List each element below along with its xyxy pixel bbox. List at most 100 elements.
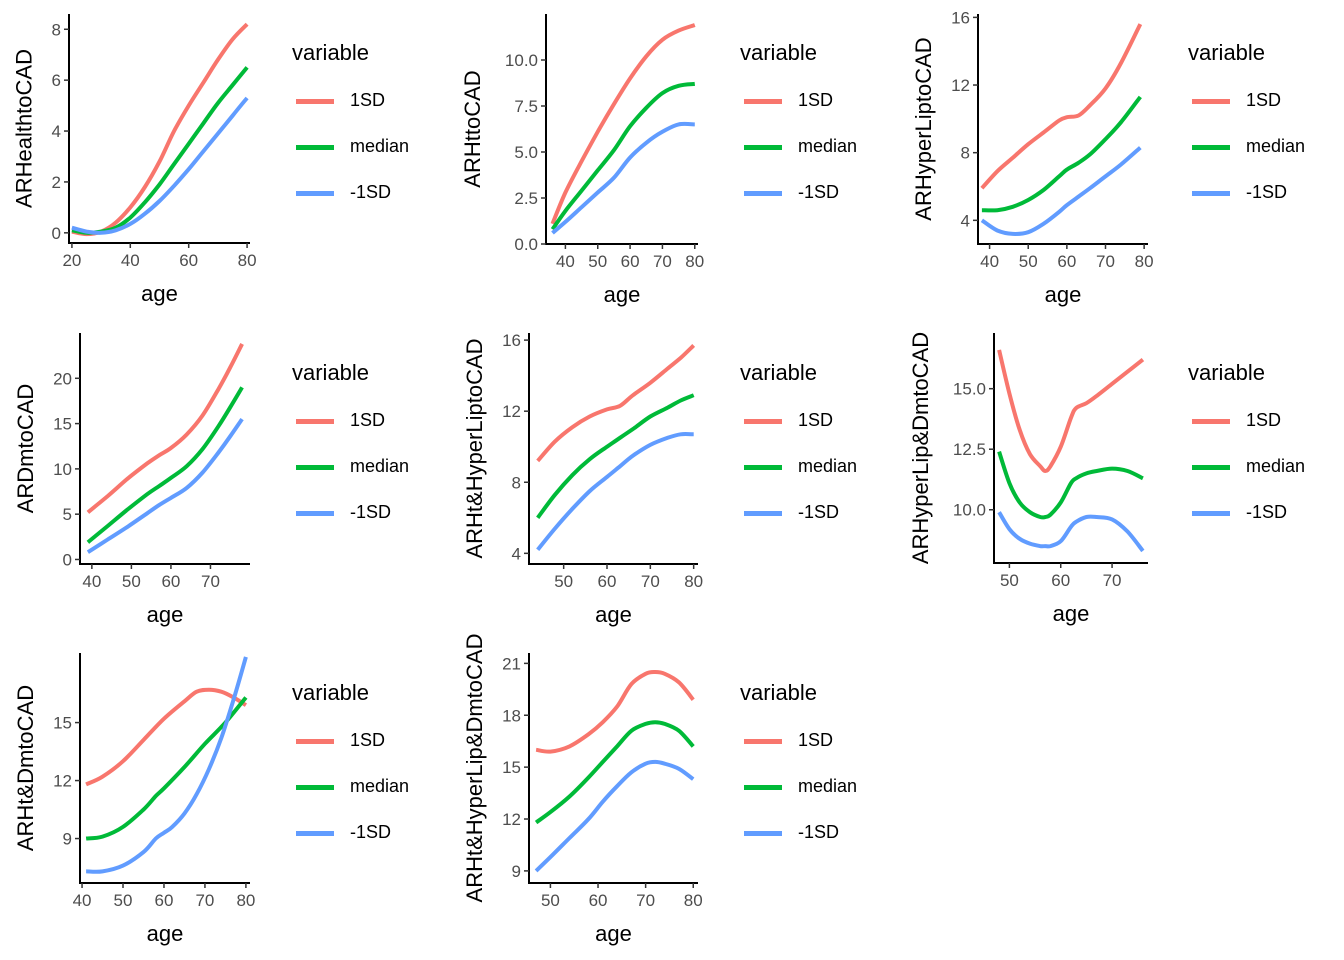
legend-label: -1SD xyxy=(798,182,840,202)
panel-3: 40 50 60 70 80 4 8 12 16 age ARHyperLiptoCAD xyxy=(911,8,1154,307)
x-axis-title: age xyxy=(604,282,641,307)
legend-key-swatch xyxy=(1192,465,1230,470)
y-axis-title: ARHt&DmtoCAD xyxy=(13,685,38,851)
x-tick-label: 40 xyxy=(556,252,575,271)
x-axis-title: age xyxy=(141,281,178,306)
series-line-1sd xyxy=(980,146,1142,236)
y-tick-label: 0 xyxy=(52,224,61,243)
panel-6: 50 60 70 10.0 12.5 15.0 age ARHyperLip&DmtoCAD xyxy=(908,332,1148,626)
series-line-1sd xyxy=(86,342,244,514)
legend-label: median xyxy=(798,776,858,796)
y-tick-label: 16 xyxy=(951,8,970,27)
y-axis-title: ARHyperLiptoCAD xyxy=(911,37,936,220)
y-tick-label: 12 xyxy=(951,76,970,95)
y-tick-label: 20 xyxy=(53,369,72,388)
legend-item: 1SD xyxy=(292,90,452,114)
legend-key-swatch xyxy=(744,191,782,196)
y-tick-label: 0 xyxy=(63,550,72,569)
legend-label: 1SD xyxy=(798,90,834,110)
legend-key-swatch xyxy=(296,191,334,196)
y-tick-label: 18 xyxy=(502,706,521,725)
y-tick-label: 0.0 xyxy=(514,235,538,254)
legend-item: 1SD xyxy=(1188,410,1344,434)
x-tick-label: 60 xyxy=(161,572,180,591)
legend-item: median xyxy=(292,456,452,480)
y-tick-label: 2.5 xyxy=(514,189,538,208)
series-line-median xyxy=(86,386,244,544)
legend-key-swatch xyxy=(744,99,782,104)
y-tick-label: 15 xyxy=(53,714,72,733)
y-tick-label: 21 xyxy=(502,654,521,673)
x-axis-title: age xyxy=(595,602,632,627)
x-tick-label: 80 xyxy=(238,251,257,270)
legend-key-swatch xyxy=(296,99,334,104)
legend-item: 1SD xyxy=(1188,90,1344,114)
series-line-1sd xyxy=(980,23,1143,190)
legend-label: -1SD xyxy=(350,822,392,842)
legend-key-swatch xyxy=(744,511,782,516)
series-line-median xyxy=(71,66,249,235)
legend-title: variable xyxy=(740,40,818,65)
y-axis-title: ARHyperLip&DmtoCAD xyxy=(908,332,933,564)
x-tick-label: 70 xyxy=(1103,571,1122,590)
y-tick-label: 9 xyxy=(63,830,72,849)
x-tick-label: 60 xyxy=(1051,571,1070,590)
x-tick-label: 40 xyxy=(82,572,101,591)
legend-key-swatch xyxy=(296,831,334,836)
legend-key-swatch xyxy=(1192,145,1230,150)
legend-key-swatch xyxy=(1192,99,1230,104)
y-axis-title: ARHttoCAD xyxy=(460,70,485,187)
series-line-1sd xyxy=(997,349,1145,473)
x-tick-label: 70 xyxy=(636,891,655,910)
y-tick-label: 10.0 xyxy=(505,51,538,70)
x-tick-label: 50 xyxy=(114,891,133,910)
legend-key-swatch xyxy=(744,465,782,470)
x-tick-label: 50 xyxy=(1019,252,1038,271)
y-tick-label: 5 xyxy=(63,505,72,524)
y-tick-label: 12.5 xyxy=(953,440,986,459)
series-line-1sd xyxy=(86,656,248,874)
series-line-1sd xyxy=(536,432,694,552)
x-tick-label: 80 xyxy=(1135,252,1154,271)
x-axis-title: age xyxy=(147,602,184,627)
y-tick-label: 12 xyxy=(53,772,72,791)
y-tick-label: 4 xyxy=(52,122,61,141)
legend-key-swatch xyxy=(296,419,334,424)
x-tick-label: 80 xyxy=(685,252,704,271)
x-axis-title: age xyxy=(147,921,184,946)
x-tick-label: 70 xyxy=(653,252,672,271)
y-tick-label: 5.0 xyxy=(514,143,538,162)
legend-label: -1SD xyxy=(1246,502,1288,522)
legend-label: -1SD xyxy=(798,822,840,842)
series-line-median xyxy=(534,720,695,825)
y-tick-label: 12 xyxy=(502,402,521,421)
x-tick-label: 50 xyxy=(554,572,573,591)
series-line-median xyxy=(550,81,696,231)
legend-item: -1SD xyxy=(740,502,900,526)
panel-7: 40 50 60 70 80 9 12 15 age ARHt&DmtoCAD xyxy=(13,653,255,946)
series-line-median xyxy=(981,95,1142,213)
series-line-1sd xyxy=(536,343,696,463)
x-tick-label: 50 xyxy=(1000,571,1019,590)
legend-label: median xyxy=(798,456,858,476)
legend-item: 1SD xyxy=(740,90,900,114)
x-tick-label: 50 xyxy=(588,252,607,271)
panel-8: 50 60 70 80 9 12 15 18 21 age ARHt&HyperLip&DmtoCA… xyxy=(462,634,703,946)
legend-title: variable xyxy=(740,360,818,385)
legend-key-swatch xyxy=(1192,191,1230,196)
x-tick-label: 60 xyxy=(1057,252,1076,271)
legend-item: 1SD xyxy=(292,410,452,434)
legend-key-swatch xyxy=(296,739,334,744)
y-tick-label: 8 xyxy=(961,144,970,163)
x-axis-title: age xyxy=(1045,282,1082,307)
y-axis-title: ARHealthtoCAD xyxy=(12,49,37,208)
y-tick-label: 10 xyxy=(53,460,72,479)
panel-5: 50 60 70 80 4 8 12 16 age ARHt&HyperLiptoCAD xyxy=(462,331,703,627)
y-tick-label: 15 xyxy=(502,758,521,777)
x-tick-label: 70 xyxy=(195,891,214,910)
legend-label: 1SD xyxy=(1246,90,1282,110)
x-tick-label: 50 xyxy=(541,891,560,910)
legend-label: 1SD xyxy=(350,410,386,430)
legend-item: median xyxy=(1188,136,1344,160)
